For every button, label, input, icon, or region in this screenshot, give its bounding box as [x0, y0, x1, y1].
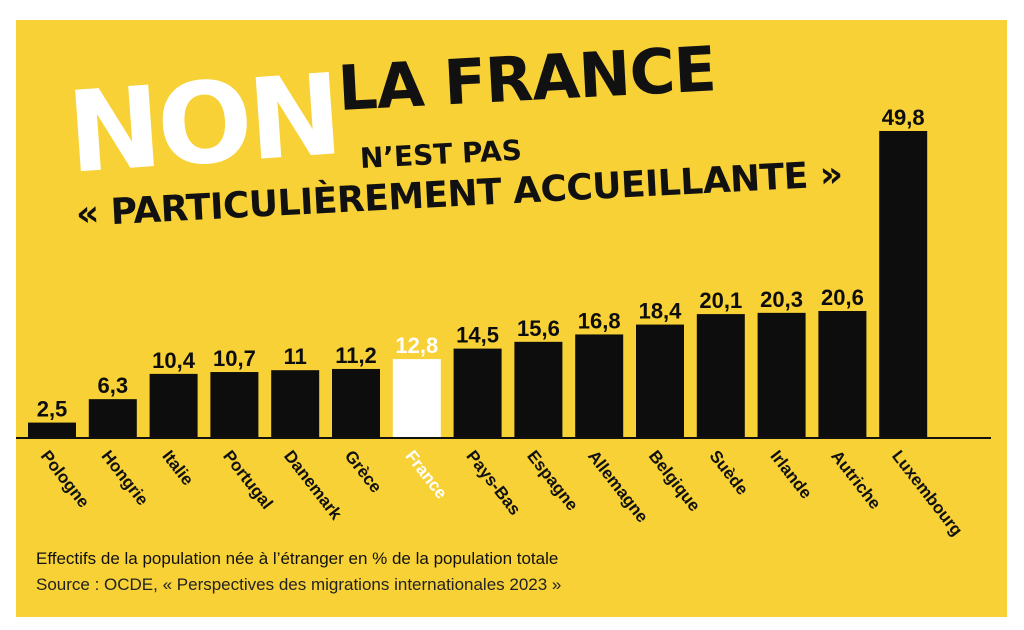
value-label-irlande: 20,3	[760, 287, 803, 312]
bar-belgique	[636, 324, 684, 438]
bar-autriche	[818, 311, 867, 438]
bars-layer	[28, 131, 928, 438]
value-label-france: 12,8	[395, 333, 438, 358]
value-label-su-de: 20,1	[699, 288, 742, 313]
value-label-portugal: 10,7	[213, 346, 256, 371]
category-label-pays-bas: Pays-Bas	[462, 447, 524, 519]
category-label-autriche: Autriche	[827, 447, 884, 513]
category-label-espagne: Espagne	[523, 447, 582, 515]
value-label-gr-ce: 11,2	[335, 343, 377, 368]
value-label-italie: 10,4	[152, 348, 196, 373]
bar-chart: 2,5 6,3 10,4 10,7 11 11,2 12,8 14,5 15,6 16,8 18,4…	[16, 105, 991, 540]
bar-pologne	[28, 422, 76, 438]
category-label-portugal: Portugal	[219, 447, 276, 513]
category-label-su-de: Suède	[706, 447, 752, 499]
category-label-france: France	[402, 447, 451, 503]
category-label-luxembourg: Luxembourg	[888, 447, 966, 540]
value-label-espagne: 15,6	[517, 316, 560, 341]
category-label-belgique: Belgique	[645, 447, 704, 515]
value-label-hongrie: 6,3	[98, 373, 129, 398]
bar-pays-bas	[453, 348, 502, 438]
category-label-irlande: Irlande	[766, 447, 815, 503]
bar-luxembourg	[879, 131, 928, 438]
category-label-italie: Italie	[158, 447, 197, 489]
value-labels-layer: 2,5 6,3 10,4 10,7 11 11,2 12,8 14,5 15,6 16,8 18,4…	[37, 105, 925, 422]
category-label-pologne: Pologne	[37, 447, 93, 512]
bar-gr-ce	[332, 368, 380, 438]
bar-portugal	[210, 372, 259, 438]
bar-france	[392, 359, 441, 438]
bar-irlande	[757, 312, 806, 438]
value-label-allemagne: 16,8	[578, 308, 621, 333]
bar-danemark	[271, 370, 320, 438]
bar-allemagne	[575, 334, 624, 438]
bar-espagne	[514, 341, 563, 438]
infographic-card: NON LA FRANCE N’EST PAS « PARTICULIÈREME…	[16, 20, 1007, 617]
value-label-autriche: 20,6	[821, 285, 864, 310]
category-label-hongrie: Hongrie	[98, 447, 153, 509]
category-label-gr-ce: Grèce	[341, 447, 386, 497]
category-label-danemark: Danemark	[280, 447, 346, 524]
value-label-pologne: 2,5	[37, 397, 68, 422]
category-labels-layer: Pologne Hongrie Italie Portugal DanemarkGrèc…	[37, 447, 967, 540]
bar-su-de	[696, 314, 745, 438]
chart-caption: Effectifs de la population née à l’étran…	[36, 549, 559, 568]
value-label-pays-bas: 14,5	[456, 323, 499, 348]
value-label-luxembourg: 49,8	[882, 105, 925, 130]
value-label-danemark: 11	[284, 344, 307, 369]
value-label-belgique: 18,4	[639, 299, 683, 324]
bar-italie	[149, 373, 198, 438]
bar-hongrie	[88, 399, 137, 438]
chart-source: Source : OCDE, « Perspectives des migrat…	[36, 575, 562, 594]
category-label-allemagne: Allemagne	[584, 447, 652, 526]
